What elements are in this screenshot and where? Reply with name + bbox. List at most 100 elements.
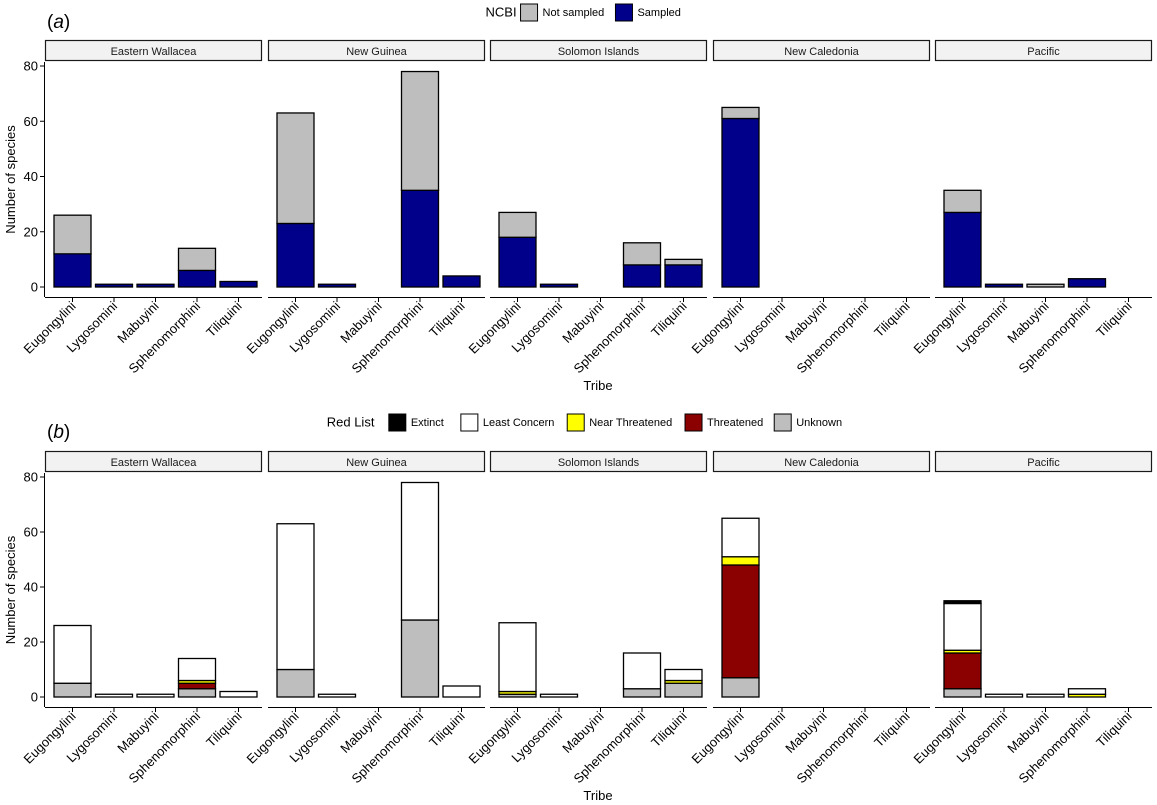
- y-tick-label: 40: [24, 169, 38, 184]
- legend-label-unknown: Unknown: [796, 417, 842, 429]
- bar-near-threatened: [721, 556, 760, 566]
- chart-panel-a: (a) NCBI Not sampled Sampled 0 20 40 60 80 Number…: [3, 3, 1153, 393]
- bar-sampled: [94, 283, 134, 288]
- bar-not-sampled: [622, 242, 662, 266]
- legend-key-near-threatened: [566, 413, 585, 432]
- x-tick-label: Sphenomorphini: [349, 708, 427, 786]
- y-tick-label: 40: [24, 580, 38, 595]
- x-tick-label: Tiliquini: [203, 708, 245, 750]
- y-tick-label: 80: [24, 59, 38, 74]
- x-tick-label: Sphenomorphini: [126, 298, 204, 376]
- legend-title: NCBI: [486, 5, 517, 20]
- bar-extinct: [943, 600, 982, 605]
- bar-not-sampled: [177, 247, 217, 272]
- bar-least-concern: [1067, 688, 1107, 695]
- bar-least-concern: [984, 693, 1024, 698]
- bar-sampled: [53, 253, 92, 288]
- y-tick-label: 60: [24, 525, 38, 540]
- bar-not-sampled: [721, 106, 760, 120]
- panel-label: (a): [47, 12, 70, 33]
- facet-new-guinea: New GuineaEugongyliniLygosominiMabuyiniS…: [243, 450, 486, 786]
- x-tick-label: Tiliquini: [648, 708, 690, 750]
- legend-key-threatened: [684, 413, 703, 432]
- x-tick-label: Tiliquini: [426, 298, 468, 340]
- panel-label-letter: b: [53, 422, 64, 443]
- bar-least-concern: [177, 657, 217, 682]
- bar-unknown: [622, 688, 662, 698]
- facet-title: Pacific: [1027, 457, 1060, 469]
- bar-sampled: [664, 264, 703, 288]
- bar-not-sampled: [943, 189, 982, 214]
- x-tick-label: Tiliquini: [1093, 298, 1135, 340]
- legend: Red List Extinct Least Concern Near Threate…: [327, 413, 842, 432]
- facet-title: Solomon Islands: [558, 457, 640, 469]
- bar-least-concern: [317, 693, 357, 698]
- bar-least-concern: [219, 690, 258, 698]
- legend-label-extinct: Extinct: [411, 417, 444, 429]
- facet-strip: [934, 450, 1153, 473]
- x-tick-label: Tiliquini: [426, 708, 468, 750]
- bar-not-sampled: [1026, 283, 1065, 288]
- legend-key-not-sampled: [520, 3, 539, 22]
- bar-sampled: [219, 280, 258, 288]
- x-tick-label: Sphenomorphini: [794, 298, 872, 376]
- x-tick-label: Sphenomorphini: [349, 298, 427, 376]
- bar-sampled: [721, 117, 760, 288]
- bar-least-concern: [53, 624, 92, 684]
- legend-label-not-sampled: Not sampled: [543, 7, 605, 19]
- facet-title: Pacific: [1027, 46, 1060, 58]
- facet-new-caledonia: New CaledoniaEugongyliniLygosominiMabuyi…: [688, 450, 931, 786]
- legend-label-threatened: Threatened: [707, 417, 763, 429]
- legend-key-sampled: [614, 3, 633, 22]
- bar-least-concern: [136, 693, 175, 698]
- facet-solomon-islands: Solomon IslandsEugongyliniLygosominiMabu…: [465, 39, 708, 376]
- bar-unknown: [400, 619, 440, 698]
- facet-eastern-wallacea: Eastern WallaceaEugongyliniLygosominiMab…: [20, 39, 263, 376]
- bar-sampled: [984, 283, 1024, 288]
- legend-label-sampled: Sampled: [637, 7, 680, 19]
- y-tick-label: 0: [31, 280, 38, 295]
- facet-pacific: PacificEugongyliniLygosominiMabuyiniSphe…: [910, 450, 1153, 786]
- bar-sampled: [498, 236, 537, 288]
- bar-unknown: [664, 682, 703, 698]
- bar-threatened: [177, 682, 217, 690]
- bar-not-sampled: [498, 211, 537, 238]
- facet-title: New Guinea: [346, 46, 407, 58]
- y-tick-label: 20: [24, 635, 38, 650]
- y-axis: 0 20 40 60 80 Number of species: [3, 59, 45, 297]
- bar-sampled: [943, 211, 982, 288]
- bar-not-sampled: [400, 70, 440, 191]
- legend-key-extinct: [388, 413, 407, 432]
- facet-strip: [712, 450, 931, 473]
- x-tick-label: Sphenomorphini: [1016, 708, 1094, 786]
- bar-least-concern: [94, 693, 134, 698]
- bar-not-sampled: [276, 112, 315, 225]
- legend: NCBI Not sampled Sampled: [486, 3, 681, 22]
- y-tick-label: 60: [24, 114, 38, 129]
- y-tick-label: 20: [24, 224, 38, 239]
- bar-sampled: [177, 269, 217, 288]
- bar-sampled: [539, 283, 579, 288]
- facet-strip: [44, 450, 263, 473]
- x-tick-label: Sphenomorphini: [571, 708, 649, 786]
- bar-sampled: [622, 264, 662, 288]
- bar-least-concern: [1026, 693, 1065, 698]
- x-tick-label: Tiliquini: [203, 298, 245, 340]
- bar-least-concern: [622, 652, 662, 690]
- bar-least-concern: [943, 602, 982, 651]
- x-tick-label: Sphenomorphini: [126, 708, 204, 786]
- facet-strip: [267, 450, 486, 473]
- bar-sampled: [442, 275, 481, 288]
- bar-unknown: [276, 668, 315, 698]
- legend-key-least-concern: [460, 413, 479, 432]
- bar-least-concern: [721, 517, 760, 558]
- legend-label-least-concern: Least Concern: [483, 417, 555, 429]
- facet-eastern-wallacea: Eastern WallaceaEugongyliniLygosominiMab…: [20, 450, 263, 786]
- chart-panel-b: (b) Red List Extinct Least Concern Near Thre…: [3, 413, 1153, 803]
- panel-label-letter: a: [53, 12, 64, 33]
- x-tick-label: Tiliquini: [648, 298, 690, 340]
- x-tick-label: Tiliquini: [871, 708, 913, 750]
- facet-strip: [267, 39, 486, 62]
- bar-unknown: [53, 682, 92, 698]
- facet-solomon-islands: Solomon IslandsEugongyliniLygosominiMabu…: [465, 450, 708, 786]
